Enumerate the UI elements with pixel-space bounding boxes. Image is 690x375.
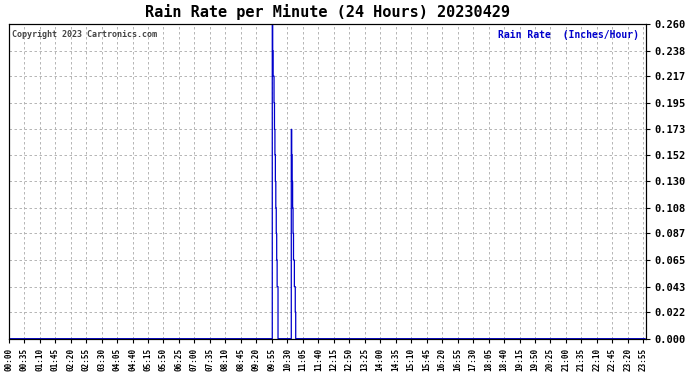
Text: Rain Rate  (Inches/Hour): Rain Rate (Inches/Hour) [498, 30, 639, 40]
Text: Copyright 2023 Cartronics.com: Copyright 2023 Cartronics.com [12, 30, 157, 39]
Title: Rain Rate per Minute (24 Hours) 20230429: Rain Rate per Minute (24 Hours) 20230429 [145, 4, 510, 20]
